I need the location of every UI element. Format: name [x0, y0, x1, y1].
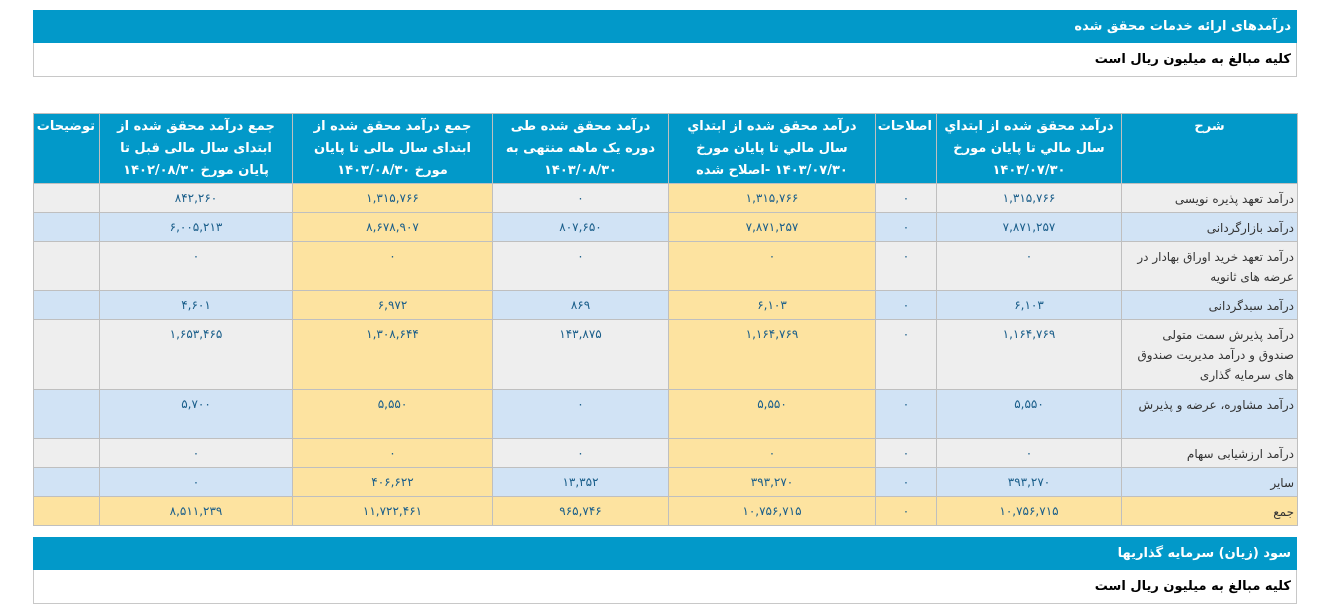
- column-header-total-prev-ytd: جمع درآمد محقق شده از ابتدای سال مالی قب…: [99, 113, 293, 184]
- cell-corrections: ۰: [875, 467, 937, 497]
- cell-total-prev-ytd: ۸,۵۱۱,۲۳۹: [99, 496, 293, 526]
- cell-ytd: ۰: [936, 241, 1122, 291]
- cell-total-prev-ytd: ۱,۶۵۳,۴۶۵: [99, 319, 293, 390]
- cell-total-ytd: ۶,۹۷۲: [292, 290, 493, 320]
- cell-ytd-corrected: ۷,۸۷۱,۲۵۷: [668, 212, 876, 242]
- cell-ytd: ۷,۸۷۱,۲۵۷: [936, 212, 1122, 242]
- cell-corrections: ۰: [875, 241, 937, 291]
- cell-total-prev-ytd: ۵,۷۰۰: [99, 389, 293, 439]
- cell-total-prev-ytd: ۶,۰۰۵,۲۱۳: [99, 212, 293, 242]
- section-title-investment-gain-loss: سود (زیان) سرمایه گذاریها: [33, 537, 1297, 570]
- table-row: درآمد بازارگردانی ۷,۸۷۱,۲۵۷ ۰ ۷,۸۷۱,۲۵۷ …: [33, 212, 1298, 242]
- cell-total-prev-ytd: ۰: [99, 241, 293, 291]
- cell-notes: [33, 467, 100, 497]
- table-row: سایر ۳۹۳,۲۷۰ ۰ ۳۹۳,۲۷۰ ۱۳,۳۵۲ ۴۰۶,۶۲۲ ۰: [33, 467, 1298, 497]
- cell-one-month: ۰: [492, 389, 669, 439]
- cell-total-ytd: ۰: [292, 241, 493, 291]
- row-description: درآمد تعهد پذیره نویسی: [1121, 183, 1298, 213]
- table-row: درآمد مشاوره، عرضه و پذیرش ۵,۵۵۰ ۰ ۵,۵۵۰…: [33, 389, 1298, 439]
- cell-total-prev-ytd: ۴,۶۰۱: [99, 290, 293, 320]
- cell-ytd-corrected: ۰: [668, 241, 876, 291]
- cell-ytd-corrected: ۱,۳۱۵,۷۶۶: [668, 183, 876, 213]
- cell-notes: [33, 389, 100, 439]
- cell-corrections: ۰: [875, 183, 937, 213]
- row-description: درآمد تعهد خرید اوراق بهادار در عرضه های…: [1121, 241, 1298, 291]
- cell-corrections: ۰: [875, 290, 937, 320]
- cell-total-ytd: ۸,۶۷۸,۹۰۷: [292, 212, 493, 242]
- section-note-units: کلیه مبالغ به میلیون ریال است: [33, 43, 1297, 77]
- cell-one-month: ۹۶۵,۷۴۶: [492, 496, 669, 526]
- cell-ytd: ۵,۵۵۰: [936, 389, 1122, 439]
- cell-corrections: ۰: [875, 389, 937, 439]
- cell-total-ytd: ۰: [292, 438, 493, 468]
- table-row: درآمد سبدگردانی ۶,۱۰۳ ۰ ۶,۱۰۳ ۸۶۹ ۶,۹۷۲ …: [33, 290, 1298, 320]
- revenue-table: شرح درآمد محقق شده از ابتداي سال مالي تا…: [33, 113, 1298, 526]
- cell-notes: [33, 212, 100, 242]
- row-description: سایر: [1121, 467, 1298, 497]
- cell-ytd: ۱,۱۶۴,۷۶۹: [936, 319, 1122, 390]
- cell-ytd: ۱,۳۱۵,۷۶۶: [936, 183, 1122, 213]
- cell-corrections: ۰: [875, 438, 937, 468]
- table-row: درآمد ارزشیابی سهام ۰ ۰ ۰ ۰ ۰ ۰: [33, 438, 1298, 468]
- cell-ytd-corrected: ۰: [668, 438, 876, 468]
- cell-notes: [33, 290, 100, 320]
- row-description: درآمد ارزشیابی سهام: [1121, 438, 1298, 468]
- cell-one-month: ۰: [492, 241, 669, 291]
- cell-notes: [33, 438, 100, 468]
- section-note-units: کلیه مبالغ به میلیون ریال است: [33, 570, 1297, 604]
- cell-total-ytd: ۱,۳۰۸,۶۴۴: [292, 319, 493, 390]
- table-row: درآمد پذیرش سمت متولی صندوق و درآمد مدیر…: [33, 319, 1298, 390]
- cell-ytd-corrected: ۱۰,۷۵۶,۷۱۵: [668, 496, 876, 526]
- cell-corrections: ۰: [875, 496, 937, 526]
- cell-corrections: ۰: [875, 212, 937, 242]
- cell-total-ytd: ۴۰۶,۶۲۲: [292, 467, 493, 497]
- cell-ytd-corrected: ۶,۱۰۳: [668, 290, 876, 320]
- cell-total-ytd: ۱۱,۷۲۲,۴۶۱: [292, 496, 493, 526]
- cell-notes: [33, 183, 100, 213]
- cell-ytd-corrected: ۱,۱۶۴,۷۶۹: [668, 319, 876, 390]
- table-header-row: شرح درآمد محقق شده از ابتداي سال مالي تا…: [33, 113, 1298, 184]
- cell-one-month: ۱۴۳,۸۷۵: [492, 319, 669, 390]
- cell-ytd: ۱۰,۷۵۶,۷۱۵: [936, 496, 1122, 526]
- cell-one-month: ۸۰۷,۶۵۰: [492, 212, 669, 242]
- cell-ytd: ۶,۱۰۳: [936, 290, 1122, 320]
- table-row: درآمد تعهد پذیره نویسی ۱,۳۱۵,۷۶۶ ۰ ۱,۳۱۵…: [33, 183, 1298, 213]
- column-header-ytd-1403-07-30: درآمد محقق شده از ابتداي سال مالي تا پاي…: [936, 113, 1122, 184]
- column-header-ytd-corrected: درآمد محقق شده از ابتداي سال مالي تا پاي…: [668, 113, 876, 184]
- cell-one-month: ۰: [492, 183, 669, 213]
- cell-total-prev-ytd: ۰: [99, 438, 293, 468]
- column-header-total-ytd: جمع درآمد محقق شده از ابتدای سال مالی تا…: [292, 113, 493, 184]
- cell-ytd-corrected: ۵,۵۵۰: [668, 389, 876, 439]
- cell-total-prev-ytd: ۰: [99, 467, 293, 497]
- cell-corrections: ۰: [875, 319, 937, 390]
- column-header-description: شرح: [1121, 113, 1298, 184]
- cell-total-ytd: ۵,۵۵۰: [292, 389, 493, 439]
- cell-notes: [33, 241, 100, 291]
- cell-total-ytd: ۱,۳۱۵,۷۶۶: [292, 183, 493, 213]
- cell-one-month: ۱۳,۳۵۲: [492, 467, 669, 497]
- cell-ytd: ۳۹۳,۲۷۰: [936, 467, 1122, 497]
- column-header-corrections: اصلاحات: [875, 113, 937, 184]
- row-description: درآمد بازارگردانی: [1121, 212, 1298, 242]
- table-row: درآمد تعهد خرید اوراق بهادار در عرضه های…: [33, 241, 1298, 291]
- table-total-row: جمع ۱۰,۷۵۶,۷۱۵ ۰ ۱۰,۷۵۶,۷۱۵ ۹۶۵,۷۴۶ ۱۱,۷…: [33, 496, 1298, 526]
- total-label: جمع: [1121, 496, 1298, 526]
- row-description: درآمد سبدگردانی: [1121, 290, 1298, 320]
- cell-notes: [33, 496, 100, 526]
- cell-one-month: ۰: [492, 438, 669, 468]
- row-description: درآمد پذیرش سمت متولی صندوق و درآمد مدیر…: [1121, 319, 1298, 390]
- cell-notes: [33, 319, 100, 390]
- column-header-one-month: درآمد محقق شده طی دوره یک ماهه منتهی به …: [492, 113, 669, 184]
- cell-ytd-corrected: ۳۹۳,۲۷۰: [668, 467, 876, 497]
- row-description: درآمد مشاوره، عرضه و پذیرش: [1121, 389, 1298, 439]
- section-title-revenue: درآمدهای ارائه خدمات محقق شده: [33, 10, 1297, 43]
- column-header-notes: توضیحات: [33, 113, 100, 184]
- cell-total-prev-ytd: ۸۴۲,۲۶۰: [99, 183, 293, 213]
- cell-ytd: ۰: [936, 438, 1122, 468]
- cell-one-month: ۸۶۹: [492, 290, 669, 320]
